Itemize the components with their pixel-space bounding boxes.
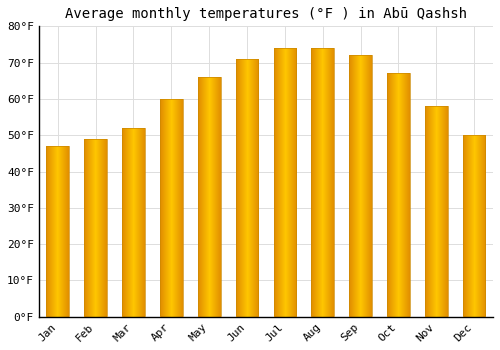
- Bar: [387, 74, 410, 317]
- Bar: [425, 106, 448, 317]
- Bar: [463, 135, 485, 317]
- Bar: [236, 59, 258, 317]
- Bar: [84, 139, 107, 317]
- Bar: [274, 48, 296, 317]
- Bar: [160, 99, 182, 317]
- Bar: [349, 55, 372, 317]
- Bar: [198, 77, 220, 317]
- Bar: [122, 128, 145, 317]
- Title: Average monthly temperatures (°F ) in Abū Qashsh: Average monthly temperatures (°F ) in Ab…: [65, 7, 467, 21]
- Bar: [312, 48, 334, 317]
- Bar: [46, 146, 69, 317]
